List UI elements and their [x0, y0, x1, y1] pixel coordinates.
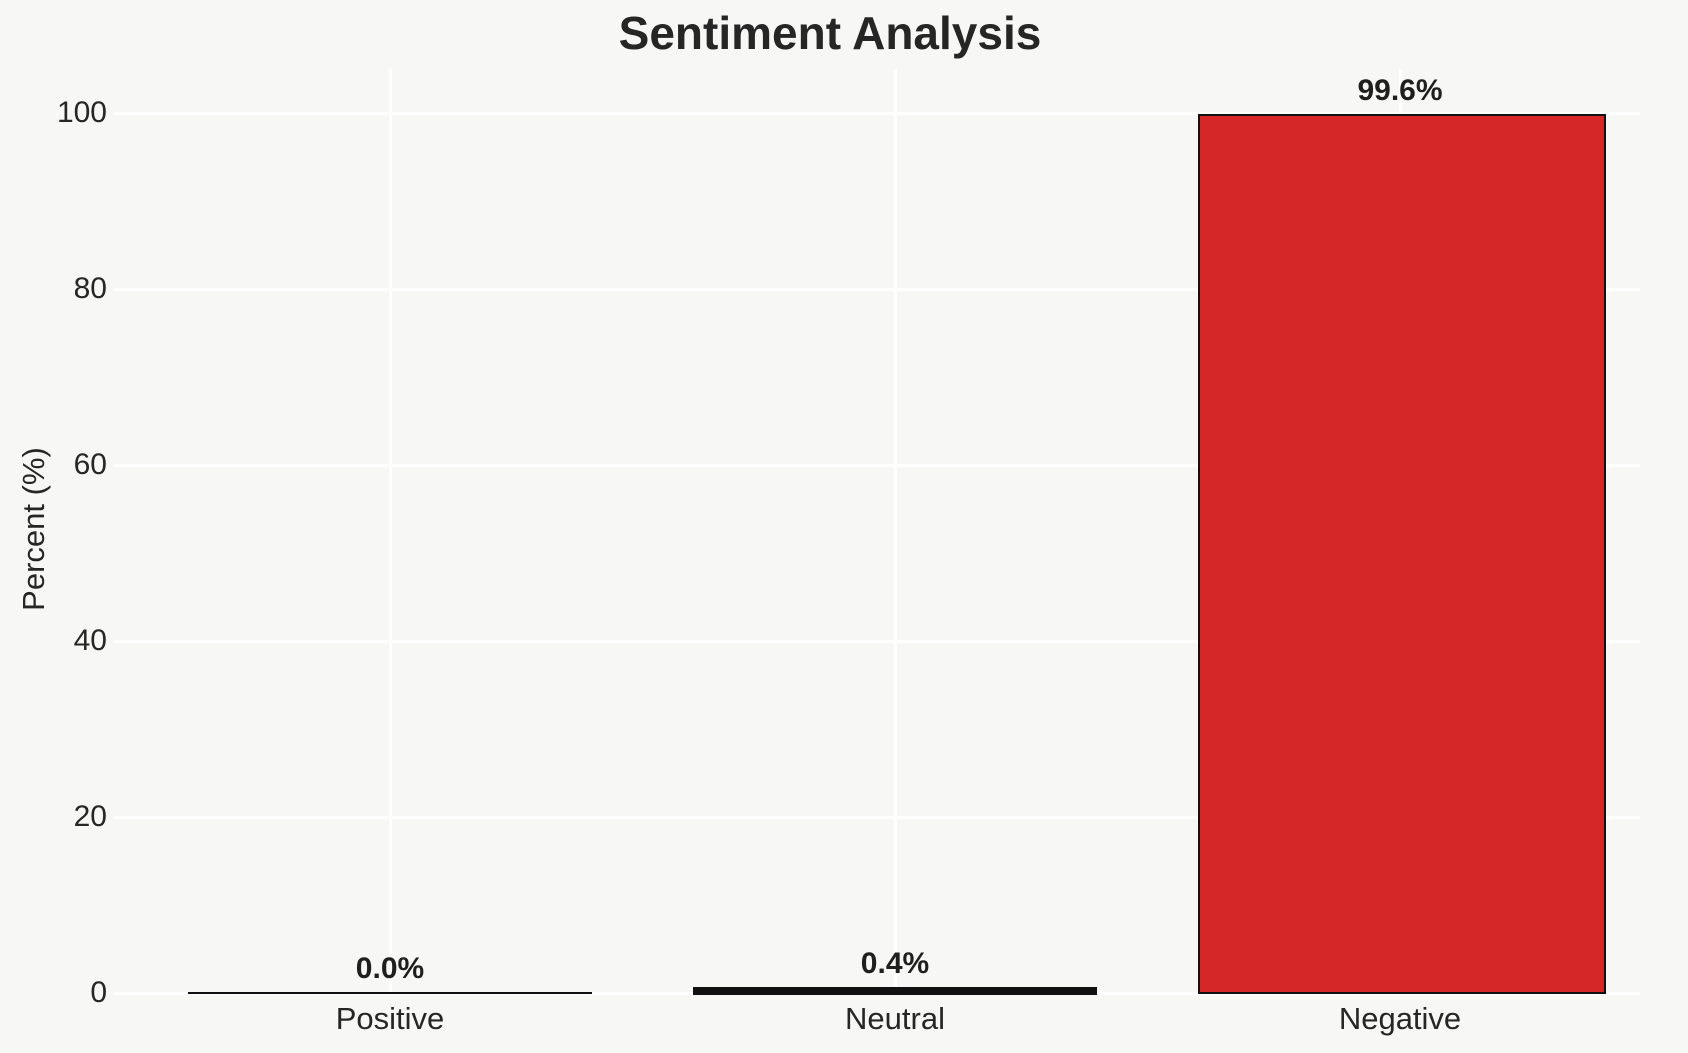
- bar-positive: [188, 991, 592, 995]
- bar-negative: [1198, 114, 1606, 995]
- y-tick-label-80: 80: [73, 272, 107, 305]
- y-tick-label-40: 40: [73, 624, 107, 657]
- x-tick-label-neutral: Neutral: [845, 1001, 945, 1036]
- value-label-neutral: 0.4%: [860, 947, 930, 981]
- h-gridline-20: [114, 815, 1640, 819]
- v-gridline-positive: [388, 69, 392, 995]
- h-gridline-100: [114, 111, 1640, 115]
- h-gridline-60: [114, 463, 1640, 467]
- y-tick-label-0: 0: [90, 976, 107, 1009]
- h-gridline-80: [114, 287, 1640, 291]
- y-axis-label: Percent (%): [16, 447, 51, 611]
- v-gridline-neutral: [893, 69, 897, 995]
- x-tick-label-positive: Positive: [335, 1001, 445, 1036]
- h-gridline-40: [114, 639, 1640, 643]
- y-tick-label-20: 20: [73, 800, 107, 833]
- y-tick-label-100: 100: [56, 96, 107, 129]
- y-tick-label-60: 60: [73, 448, 107, 481]
- chart-title: Sentiment Analysis: [618, 7, 1042, 59]
- value-label-negative: 99.6%: [1357, 74, 1443, 108]
- bar-neutral: [693, 987, 1097, 995]
- value-label-positive: 0.0%: [355, 951, 425, 985]
- x-tick-label-negative: Negative: [1338, 1001, 1462, 1036]
